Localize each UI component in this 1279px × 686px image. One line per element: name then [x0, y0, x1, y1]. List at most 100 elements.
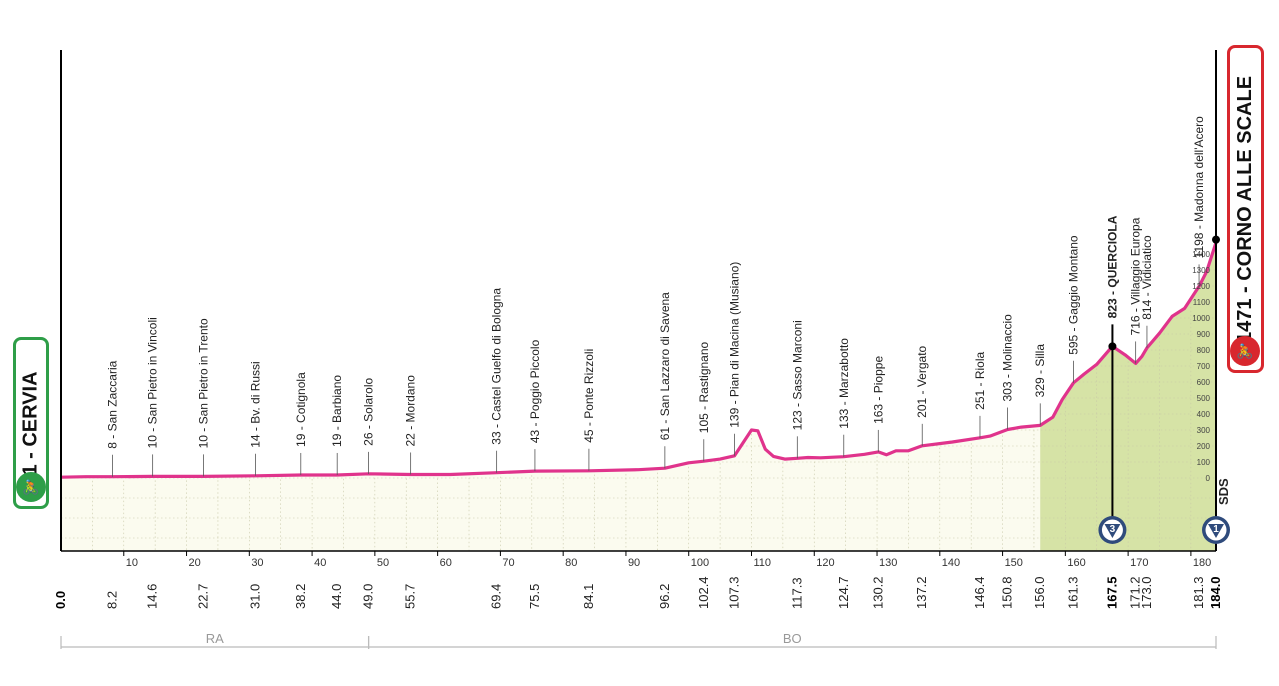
altitude-tick-label: 1400	[1192, 250, 1210, 259]
region-label: BO	[783, 631, 802, 646]
region-bar: RA BO	[60, 631, 1217, 649]
km-tick-label: 40	[314, 557, 326, 569]
km-tick-label: 170	[1130, 557, 1148, 569]
km-tick-label: 20	[189, 557, 201, 569]
altitude-tick-label: 0	[1206, 474, 1211, 483]
waypoint-label: 716 - Villaggio Europa	[1129, 217, 1143, 335]
climb-area	[1040, 242, 1216, 551]
waypoint-label: 595 - Gaggio Montano	[1067, 235, 1081, 355]
altitude-tick-label: 400	[1197, 410, 1211, 419]
region-label: RA	[206, 631, 224, 646]
distance-label: 137.2	[914, 576, 929, 609]
distance-label: 130.2	[870, 576, 885, 609]
profile-area	[61, 242, 1216, 551]
km-tick-label: 140	[942, 557, 960, 569]
waypoint-label: 814 - Vidiciatico	[1140, 235, 1154, 320]
waypoint-label: 45 - Ponte Rizzoli	[582, 349, 596, 443]
km-tick-label: 180	[1193, 557, 1211, 569]
distance-label: 96.2	[657, 584, 672, 609]
waypoint-label: 123 - Sasso Marconi	[790, 320, 804, 430]
waypoint-dot	[1108, 342, 1117, 351]
waypoint-label: 43 - Poggio Piccolo	[528, 339, 542, 443]
km-tick-label: 30	[251, 557, 263, 569]
waypoint-label: 22 - Mordano	[404, 375, 418, 447]
km-tick-label: 70	[502, 557, 514, 569]
altitude-tick-label: 1300	[1192, 266, 1210, 275]
distance-label: 117.3	[789, 577, 804, 609]
km-tick-label: 10	[126, 557, 138, 569]
distance-label: 14.6	[145, 584, 160, 609]
altitude-tick-label: 100	[1197, 458, 1211, 467]
waypoint-label: 26 - Solarolo	[362, 377, 376, 445]
waypoint-label: 201 - Vergato	[915, 345, 929, 417]
altitude-tick-label: 500	[1197, 394, 1211, 403]
altitude-tick-label: 1200	[1192, 282, 1210, 291]
km-tick-label: 160	[1067, 557, 1085, 569]
distance-label: 31.0	[248, 584, 263, 609]
waypoint-label: 823 - QUERCIOLA	[1105, 215, 1119, 318]
distance-label: 69.4	[489, 584, 504, 609]
distance-label: 75.5	[527, 584, 542, 609]
km-tick-label: 80	[565, 557, 577, 569]
cyclist-icon: 🚴	[16, 472, 46, 502]
altitude-tick-label: 800	[1197, 346, 1211, 355]
waypoint-label: 19 - Cotignola	[294, 372, 308, 447]
waypoint-label: 329 - Silla	[1033, 344, 1047, 398]
distance-label: 44.0	[329, 584, 344, 609]
finish-label: 1471 - CORNO ALLE SCALE	[1234, 75, 1256, 343]
distance-label: 22.7	[195, 584, 210, 609]
altitude-tick-label: 200	[1197, 442, 1211, 451]
waypoint-label: 251 - Riola	[973, 351, 987, 409]
distance-label: 0.0	[53, 591, 68, 609]
distance-label: 107.3	[727, 576, 742, 609]
waypoint-label: 163 - Pioppe	[871, 356, 885, 424]
sds-label: SDS	[1216, 478, 1231, 505]
waypoint-label: 8 - San Zaccaria	[105, 360, 119, 448]
distance-label: 55.7	[403, 584, 418, 609]
km-tick-label: 100	[691, 557, 709, 569]
waypoint-label: 1198 - Madonna dell'Acero	[1192, 116, 1206, 258]
distance-label: 167.5	[1104, 576, 1119, 609]
distance-label: 38.2	[293, 584, 308, 609]
gpm-category-number: 3	[1110, 524, 1116, 535]
waypoint-label: 10 - San Pietro in Trento	[196, 318, 210, 448]
km-tick-label: 150	[1005, 557, 1023, 569]
km-tick-label: 50	[377, 557, 389, 569]
waypoint-label: 33 - Castel Guelfo di Bologna	[490, 288, 504, 445]
distance-label: 173.0	[1139, 576, 1154, 609]
waypoint-label: 61 - San Lazzaro di Savena	[658, 292, 672, 440]
altitude-tick-label: 1100	[1193, 298, 1211, 307]
km-tick-label: 90	[628, 557, 640, 569]
grid-lines	[61, 253, 1216, 551]
km-tick-label: 120	[816, 557, 834, 569]
waypoints: 8 - San Zaccaria 10 - San Pietro in Vinco…	[105, 116, 1206, 521]
waypoint-label: 303 - Molinaccio	[1001, 314, 1015, 402]
altitude-axis: 0 100 200 300 400 500 600 700 800 900 1000 1100 1200…	[1192, 250, 1210, 483]
start-badge: 1 - CERVIA 🚴	[13, 337, 49, 509]
gpm-category-number: 1	[1213, 524, 1219, 535]
distance-labels: 0.0 8.2 14.6 22.7 31.0 38.2 44.0 49.0 55.7 69.4 75…	[53, 576, 1223, 609]
mountain-icon	[1208, 524, 1224, 538]
distance-label: 161.3	[1066, 576, 1081, 609]
mountain-icon	[1104, 524, 1121, 538]
distance-label: 124.7	[836, 576, 851, 609]
start-label: 1 - CERVIA	[19, 370, 42, 476]
distance-label: 150.8	[1000, 576, 1015, 609]
waypoint-label: 133 - Marzabotto	[837, 338, 851, 429]
distance-label: 156.0	[1032, 576, 1047, 609]
km-tick-label: 110	[753, 557, 771, 569]
finish-dot	[1212, 235, 1220, 244]
waypoint-label: 19 - Barbiano	[330, 375, 344, 447]
altitude-tick-label: 300	[1197, 426, 1211, 435]
distance-label: 171.2	[1128, 576, 1143, 609]
distance-label: 8.2	[104, 591, 119, 609]
distance-label: 102.4	[696, 576, 711, 609]
altitude-tick-label: 700	[1197, 362, 1211, 371]
waypoint-label: 10 - San Pietro in Vincoli	[146, 317, 160, 448]
altitude-tick-label: 1000	[1192, 314, 1210, 323]
distance-label: 146.4	[972, 576, 987, 609]
km-tick-label: 60	[440, 557, 452, 569]
